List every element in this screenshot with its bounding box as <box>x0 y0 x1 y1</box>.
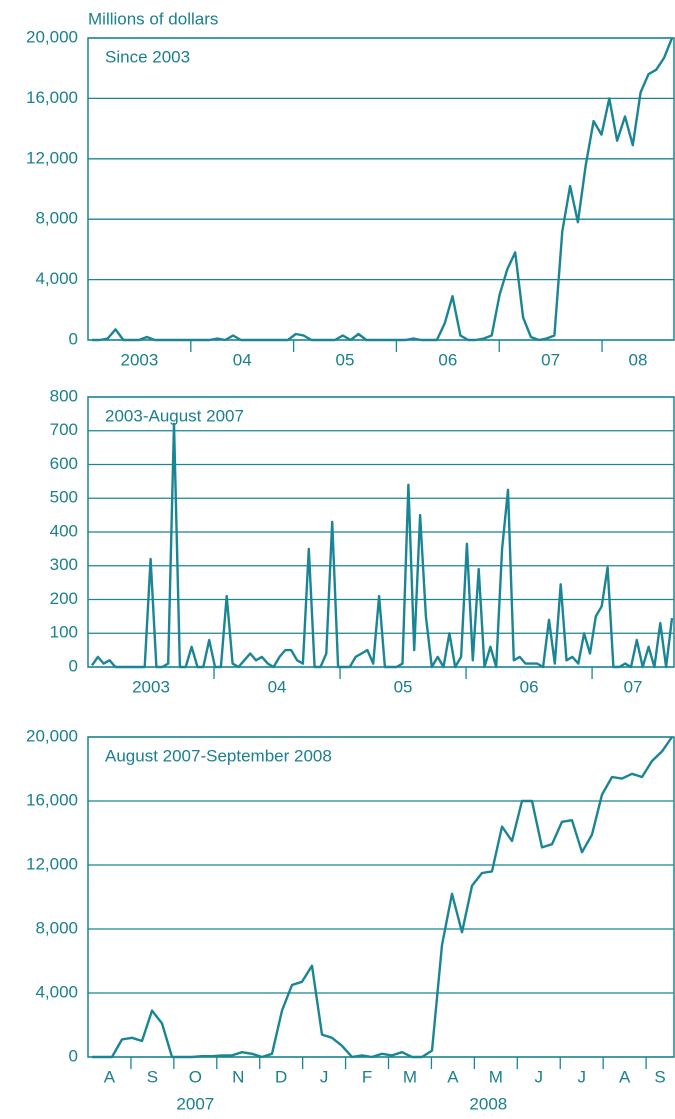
x-tick-label: J <box>577 1067 586 1086</box>
x-tick-label: S <box>654 1067 665 1086</box>
x-tick-label: 04 <box>233 350 252 369</box>
y-tick-label: 800 <box>50 386 78 405</box>
y-tick-label: 4,000 <box>35 269 78 288</box>
x-tick-label: 07 <box>624 677 643 696</box>
x-tick-label: A <box>619 1067 631 1086</box>
x-tick-label: J <box>320 1067 329 1086</box>
x-tick-label: 2003 <box>132 677 170 696</box>
panel-title: Since 2003 <box>105 47 190 66</box>
y-tick-label: 16,000 <box>26 790 78 809</box>
data-line <box>91 422 674 669</box>
y-tick-label: 0 <box>69 1046 78 1065</box>
y-tick-label: 16,000 <box>26 88 78 107</box>
y-tick-label: 20,000 <box>26 726 78 745</box>
y-axis-label: Millions of dollars <box>88 9 218 28</box>
y-tick-label: 12,000 <box>26 854 78 873</box>
y-tick-label: 700 <box>50 420 78 439</box>
y-tick-label: 8,000 <box>35 918 78 937</box>
y-tick-label: 20,000 <box>26 27 78 46</box>
x-tick-label: 08 <box>629 350 648 369</box>
x-tick-label: J <box>535 1067 544 1086</box>
panel-title: 2003-August 2007 <box>105 406 244 425</box>
x-tick-label: 2003 <box>120 350 158 369</box>
y-tick-label: 300 <box>50 555 78 574</box>
x-tick-label: F <box>362 1067 372 1086</box>
plot-frame <box>87 37 675 341</box>
y-tick-label: 0 <box>69 329 78 348</box>
y-tick-label: 200 <box>50 589 78 608</box>
x-tick-label: M <box>489 1067 503 1086</box>
plot-frame <box>87 736 675 1058</box>
x-tick-label: D <box>275 1067 287 1086</box>
data-line <box>92 37 674 342</box>
x-tick-label: A <box>447 1067 459 1086</box>
x-tick-label: 05 <box>336 350 355 369</box>
y-tick-label: 500 <box>50 488 78 507</box>
panel-title: August 2007-September 2008 <box>105 746 332 765</box>
data-line <box>92 736 673 1059</box>
x-tick-label: N <box>232 1067 244 1086</box>
y-tick-label: 8,000 <box>35 209 78 228</box>
x-tick-label: S <box>147 1067 158 1086</box>
x-tick-label: 06 <box>520 677 539 696</box>
x-group-label: 2007 <box>176 1094 214 1113</box>
x-group-label: 2008 <box>469 1094 507 1113</box>
x-tick-label: M <box>403 1067 417 1086</box>
y-tick-label: 600 <box>50 454 78 473</box>
x-tick-label: 04 <box>268 677 287 696</box>
y-tick-label: 100 <box>50 623 78 642</box>
y-tick-label: 0 <box>69 656 78 675</box>
x-tick-label: A <box>104 1067 116 1086</box>
x-tick-label: 05 <box>394 677 413 696</box>
x-tick-label: O <box>189 1067 202 1086</box>
y-tick-label: 400 <box>50 521 78 540</box>
y-tick-label: 12,000 <box>26 148 78 167</box>
plot-frame <box>87 396 675 668</box>
y-tick-label: 4,000 <box>35 982 78 1001</box>
x-tick-label: 06 <box>438 350 457 369</box>
x-tick-label: 07 <box>541 350 560 369</box>
